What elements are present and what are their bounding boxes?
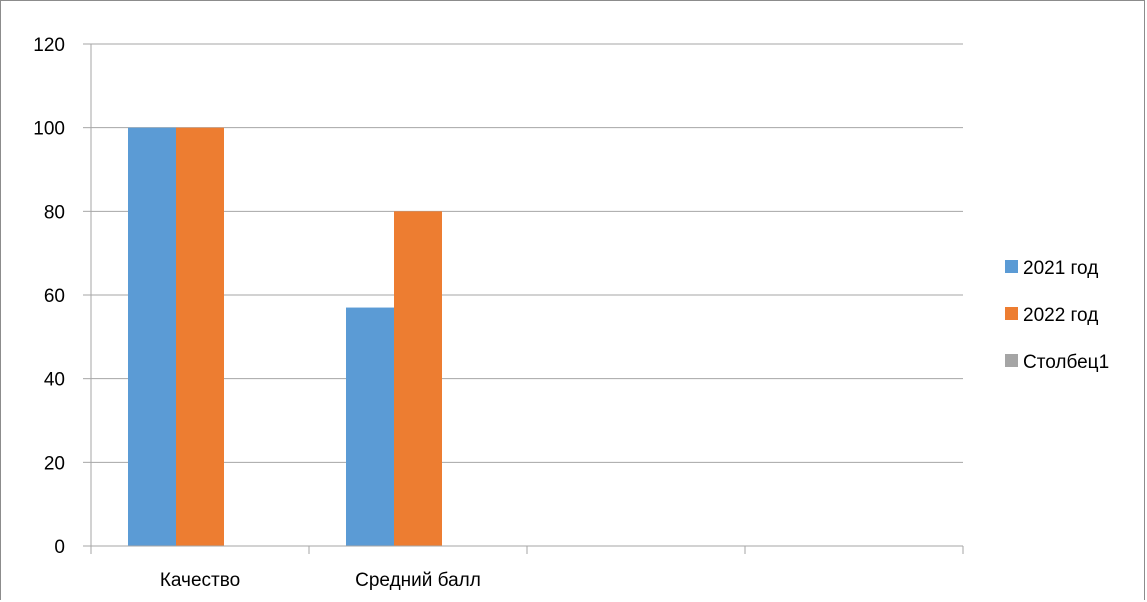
bars [128, 127, 442, 547]
bar [346, 307, 394, 546]
legend-label: 2022 год [1023, 305, 1098, 326]
bar [394, 211, 442, 547]
legend-swatch [1005, 307, 1018, 320]
legend: 2021 год 2022 год Столбец1 [1005, 258, 1109, 373]
y-tick-label: 60 [44, 286, 65, 307]
gridlines [91, 43, 963, 463]
legend-swatch [1005, 260, 1018, 273]
legend-label: Столбец1 [1023, 352, 1109, 373]
legend-label: 2021 год [1023, 258, 1098, 279]
legend-swatch [1005, 354, 1018, 367]
bar [176, 127, 224, 547]
y-tick-label: 40 [44, 370, 65, 391]
y-tick-label: 120 [33, 35, 65, 56]
y-tick-label: 20 [44, 453, 65, 474]
bar [128, 127, 176, 547]
y-tick-label: 80 [44, 202, 65, 223]
axes: 0 20 40 60 80 100 120 Качество Средний балл [33, 35, 964, 591]
x-category-label: Качество [160, 570, 240, 591]
y-tick-label: 0 [54, 537, 65, 558]
x-category-label: Средний балл [355, 570, 481, 591]
y-tick-label: 100 [33, 119, 65, 140]
